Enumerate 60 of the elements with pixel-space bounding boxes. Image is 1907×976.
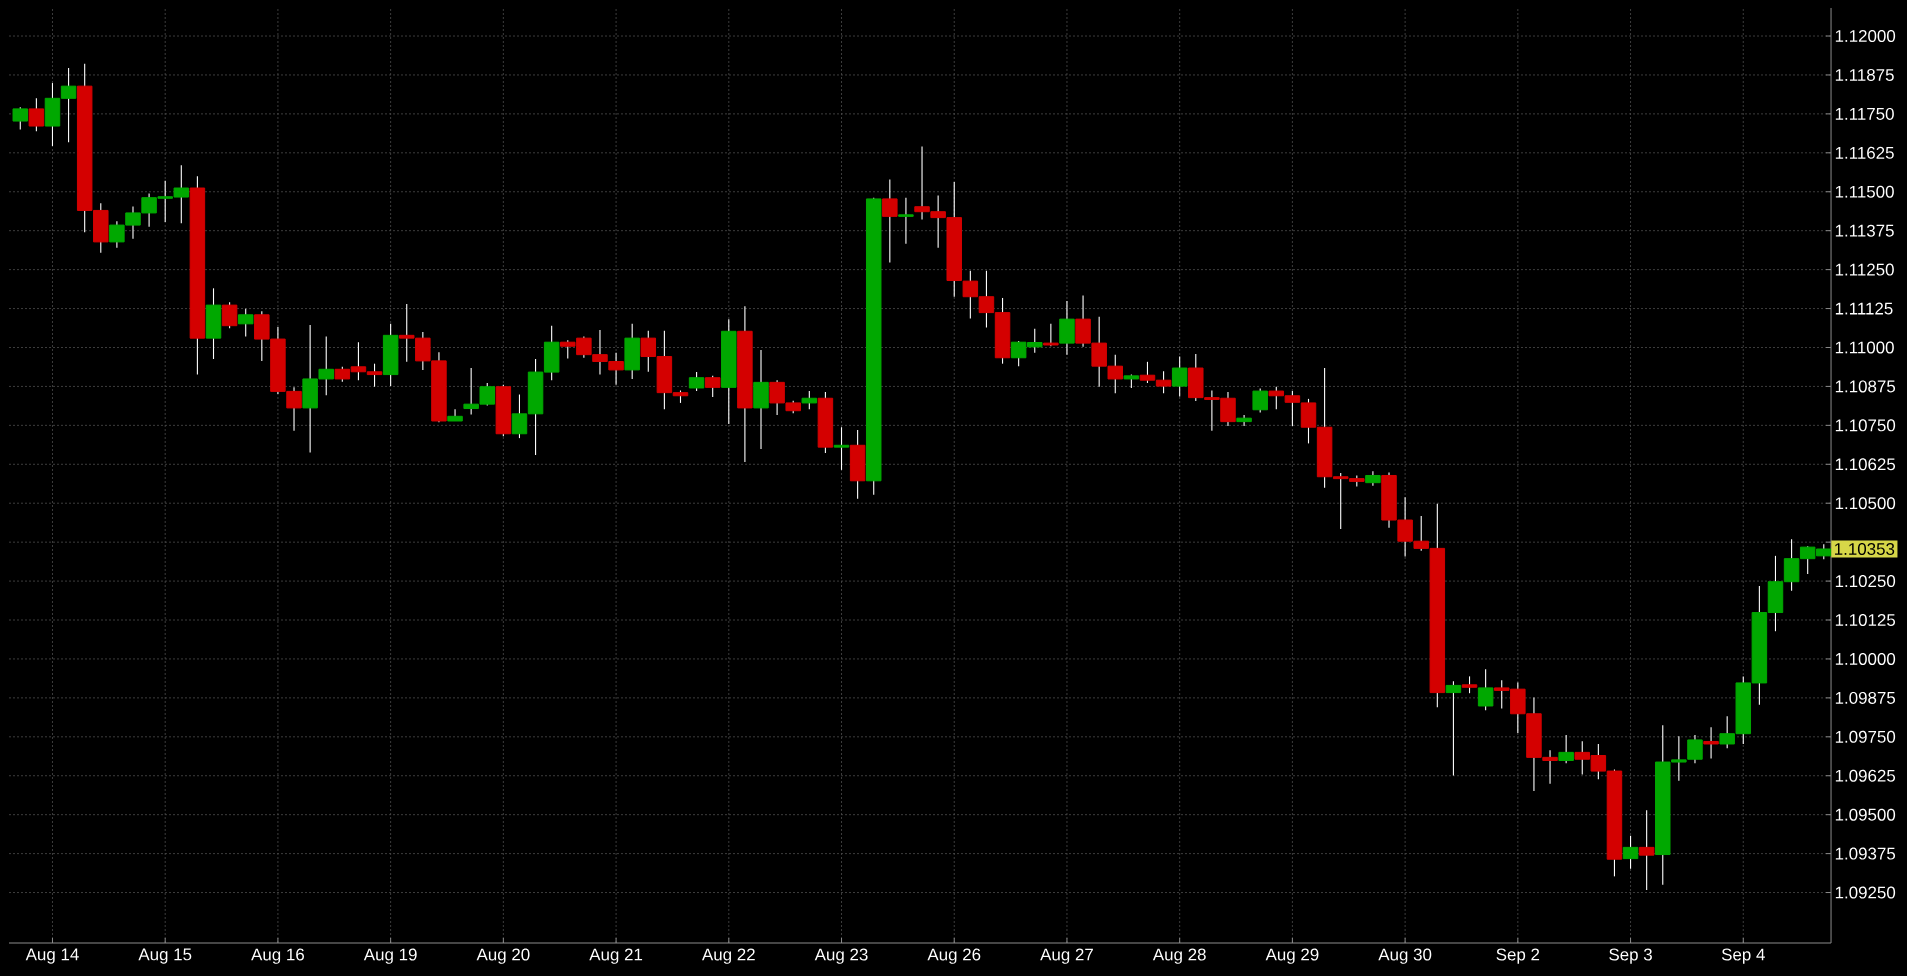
x-tick-label: Aug 15	[138, 948, 192, 964]
candlestick	[1622, 835, 1639, 870]
x-tick-label: Sep 4	[1721, 948, 1765, 964]
candlestick	[882, 179, 898, 263]
candlestick	[688, 371, 705, 392]
y-tick-label: 1.09625	[1835, 769, 1896, 782]
candlestick	[1171, 355, 1188, 397]
candlestick	[12, 106, 29, 131]
candlestick	[1236, 414, 1252, 427]
y-tick-label: 1.10250	[1835, 575, 1896, 588]
y-tick-label: 1.10750	[1835, 419, 1896, 432]
candlestick	[1059, 300, 1075, 356]
y-tick-label: 1.09750	[1835, 730, 1896, 743]
x-tick-label: Aug 27	[1040, 948, 1093, 964]
y-tick-label: 1.10500	[1835, 497, 1896, 510]
y-tick-label: 1.11500	[1835, 185, 1894, 198]
y-tick-label: 1.11375	[1835, 224, 1894, 237]
x-tick-label: Aug 20	[476, 948, 530, 964]
x-tick-label: Aug 21	[589, 948, 643, 964]
x-tick-label: Aug 14	[25, 948, 79, 964]
candlestick	[1252, 388, 1268, 414]
y-tick-label: 1.11750	[1835, 107, 1894, 120]
candlestick	[704, 375, 721, 398]
y-tick-label: 1.11875	[1835, 68, 1894, 81]
candlestick	[801, 390, 818, 410]
x-tick-label: Aug 23	[814, 948, 868, 964]
y-tick-label: 1.10125	[1835, 614, 1896, 627]
y-tick-label: 1.11250	[1835, 263, 1894, 276]
candlestick	[447, 408, 463, 422]
y-tick-label: 1.09250	[1835, 886, 1896, 899]
x-tick-label: Sep 2	[1496, 948, 1540, 964]
x-tick-label: Aug 16	[251, 948, 304, 964]
x-tick-label: Aug 29	[1265, 948, 1319, 964]
x-tick-label: Aug 30	[1378, 948, 1432, 964]
y-tick-label: 1.10875	[1835, 380, 1896, 393]
candlestick	[898, 197, 914, 245]
x-tick-label: Sep 3	[1609, 948, 1652, 964]
candlestick	[1445, 680, 1462, 776]
candlestick	[1703, 726, 1719, 760]
y-tick-label: 1.09375	[1835, 847, 1896, 860]
candlestick	[1477, 668, 1494, 711]
candlestick	[237, 308, 254, 338]
x-tick-label: Aug 26	[927, 948, 981, 964]
y-tick-label: 1.10000	[1835, 652, 1896, 665]
text: 1.10353	[1835, 543, 1895, 555]
candlestick	[221, 301, 238, 329]
candlestick	[28, 97, 45, 132]
y-tick-label: 1.09875	[1835, 691, 1896, 704]
x-tick-label: Aug 28	[1152, 948, 1206, 964]
x-tick-label: Aug 22	[701, 948, 755, 964]
y-tick-label: 1.11000	[1835, 341, 1894, 354]
candlestick	[833, 426, 850, 471]
y-tick-label: 1.12000	[1835, 30, 1896, 43]
x-tick-label: Aug 19	[363, 948, 417, 964]
candlestick	[1558, 734, 1574, 764]
candlestick	[1638, 809, 1655, 891]
y-tick-label: 1.09500	[1835, 808, 1896, 821]
y-tick-label: 1.11125	[1835, 302, 1893, 315]
y-tick-label: 1.11625	[1835, 146, 1894, 159]
y-tick-label: 1.10625	[1835, 458, 1896, 471]
